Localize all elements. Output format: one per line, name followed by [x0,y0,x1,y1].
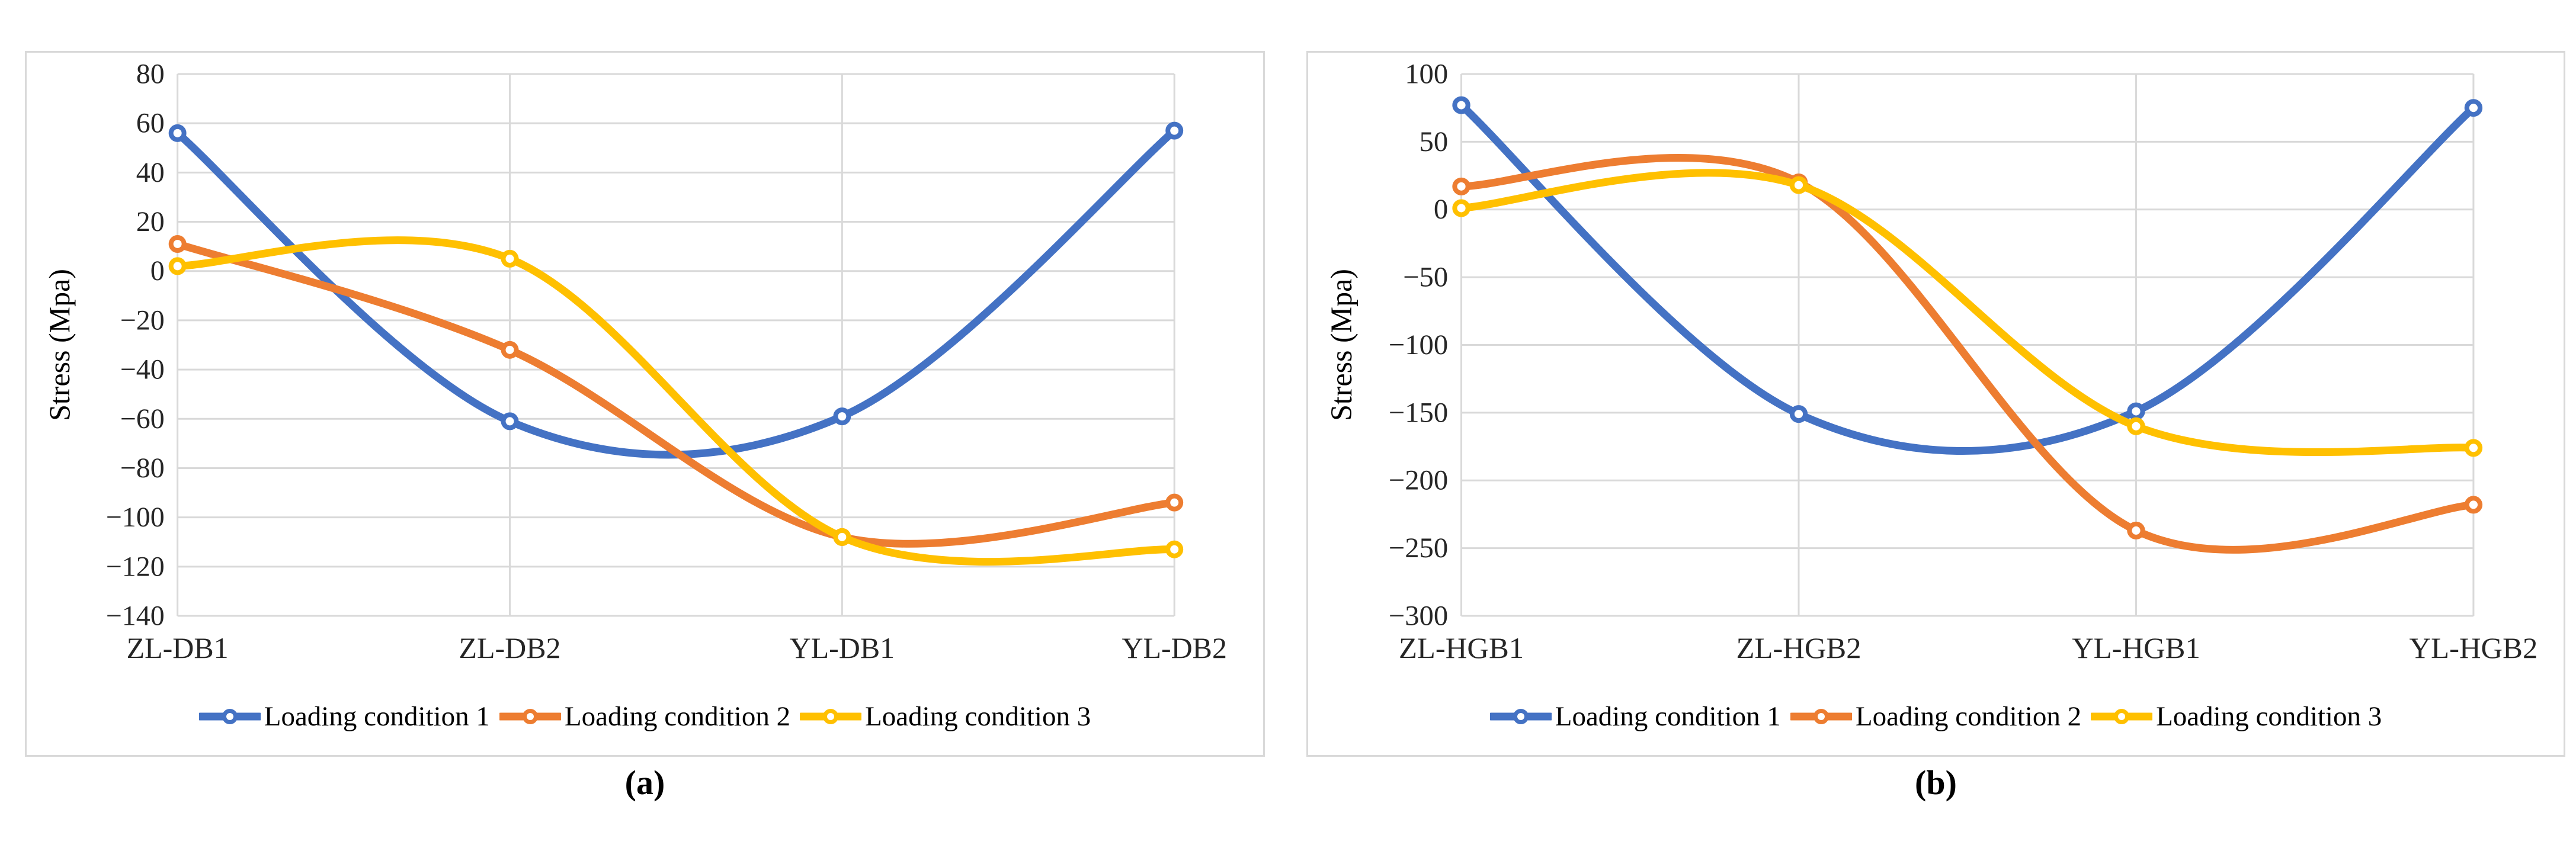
y-tick-label: −60 [120,403,165,435]
y-axis-title: Stress (Mpa) [43,269,76,421]
data-point-marker [833,407,851,426]
legend-line-marker-icon [1489,709,1552,724]
captions-row: (a) (b) [25,763,2576,802]
series-line [1457,153,2478,554]
legend-label: Loading condition 3 [865,701,1091,732]
data-point-marker [1165,121,1184,140]
y-tick-label: 50 [1420,126,1449,158]
chart-panel-a: 80 60 40 20 0 −20 −40 −60 −80 −100 −120 −140 ZL-DB1 Z… [25,51,1265,757]
legend-item: Loading condition 1 [198,701,490,733]
x-category-label: YL-HGB1 [2072,631,2200,664]
data-point-marker [501,412,519,431]
legend-label: Loading condition 2 [564,701,791,732]
y-tick-label: −50 [1403,262,1448,293]
legend-item: Loading condition 3 [2091,701,2382,733]
series-line [174,240,1178,548]
y-tick-label: −150 [1389,397,1448,429]
data-point-marker [2127,402,2145,420]
legend-label: Loading condition 2 [1855,701,2082,732]
legend-line-marker-icon [800,709,862,724]
legend-line-marker-icon [2091,709,2153,724]
data-point-marker [168,235,187,253]
legend-item: Loading condition 2 [1790,701,2081,733]
y-tick-label: −300 [1389,600,1448,632]
y-tick-label: 40 [136,157,165,188]
y-tick-label: 80 [136,58,165,89]
data-point-marker [833,528,851,546]
y-tick-label: −120 [106,551,165,582]
series-line [1457,101,2478,455]
data-point-marker [1789,405,1808,423]
legend-item: Loading condition 3 [800,701,1091,733]
x-category-label: ZL-DB1 [127,631,229,664]
series-line [174,127,1178,459]
x-category-label: ZL-HGB2 [1736,631,1861,664]
data-point-marker [2464,99,2483,117]
data-point-marker [168,257,187,275]
legend-b: Loading condition 1 Loading condition 2 Lo… [1308,682,2564,751]
legend-label: Loading condition 1 [264,701,490,732]
y-tick-label: −140 [106,600,165,631]
caption-cell-a: (a) [25,763,1265,802]
legend-item: Loading condition 1 [1489,701,1781,733]
data-point-marker [2127,417,2145,435]
panels-row: 80 60 40 20 0 −20 −40 −60 −80 −100 −120 −140 ZL-DB1 Z… [25,51,2576,757]
data-point-marker [2127,521,2145,539]
caption-b: (b) [1915,763,1957,802]
y-tick-label: −100 [106,502,165,533]
x-category-label: YL-HGB2 [2410,631,2538,664]
chart-panel-b: 100 50 0 −50 −100 −150 −200 −250 −300 ZL-HGB1 ZL-H… [1306,51,2565,757]
y-tick-label: 20 [136,206,165,237]
data-point-marker [501,249,519,268]
data-point-marker [1165,540,1184,558]
y-tick-label: −20 [120,304,165,336]
x-category-label: YL-DB2 [1122,631,1226,664]
x-category-label: YL-DB1 [790,631,895,664]
series-line [1457,169,2478,457]
y-tick-label: −250 [1389,532,1448,564]
caption-a: (a) [624,763,665,802]
data-point-marker [168,124,187,142]
data-point-marker [1452,177,1470,195]
y-axis-title: Stress (Mpa) [1325,269,1358,421]
y-tick-label: −40 [120,354,165,386]
data-point-marker [1452,199,1470,217]
y-tick-label: 0 [1434,194,1448,225]
legend-label: Loading condition 1 [1555,701,1781,732]
y-tick-label: 0 [150,255,165,287]
data-point-marker [2464,496,2483,514]
legend-line-marker-icon [499,709,561,724]
data-point-marker [1165,493,1184,512]
legend-label: Loading condition 3 [2156,701,2382,732]
y-tick-label: −80 [120,452,165,484]
y-tick-label: −100 [1389,329,1448,361]
data-point-marker [501,341,519,359]
data-point-marker [1452,96,1470,114]
x-category-label: ZL-HGB1 [1399,631,1524,664]
legend-line-marker-icon [1790,709,1852,724]
series-line [174,236,1178,566]
y-tick-label: −200 [1389,465,1448,496]
legend-item: Loading condition 2 [499,701,790,733]
legend-a: Loading condition 1 Loading condition 2 Lo… [27,682,1263,751]
data-point-marker [2464,439,2483,457]
data-point-marker [1789,176,1808,194]
legend-line-marker-icon [198,709,261,724]
y-tick-label: 60 [136,108,165,139]
y-tick-label: 100 [1405,59,1448,90]
x-category-label: ZL-DB2 [459,631,561,664]
caption-cell-b: (b) [1306,763,2565,802]
